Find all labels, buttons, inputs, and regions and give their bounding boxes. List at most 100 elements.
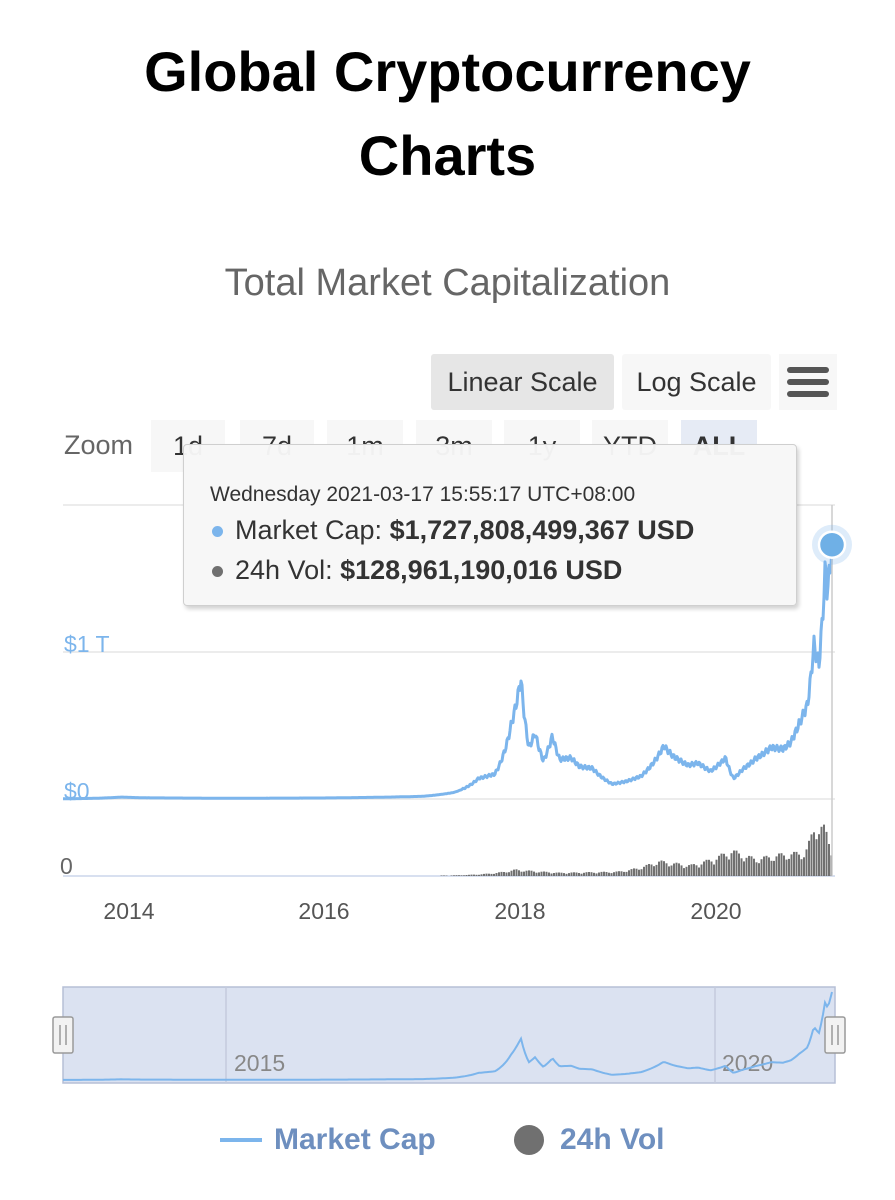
- log-scale-button[interactable]: Log Scale: [622, 354, 771, 410]
- volume-bar: [518, 870, 520, 876]
- legend: Market Cap 24h Vol: [0, 1118, 895, 1162]
- volume-bar: [738, 853, 740, 876]
- volume-bar: [593, 872, 595, 876]
- volume-bar: [705, 859, 708, 876]
- volume-bar: [825, 831, 828, 876]
- volume-bar: [490, 873, 493, 876]
- volume-bar: [440, 875, 443, 876]
- page-title-line-2: Charts: [358, 124, 537, 187]
- tooltip-market-cap-label: Market Cap:: [235, 515, 383, 545]
- volume-bar: [800, 859, 803, 876]
- volume-bar: [758, 863, 760, 876]
- tooltip-volume-row: 24h Vol: $128,961,190,016 USD: [212, 555, 622, 586]
- volume-bar: [750, 856, 753, 876]
- volume-bar: [570, 872, 573, 876]
- volume-bar: [765, 855, 768, 876]
- navigator-right-handle[interactable]: [824, 1016, 846, 1054]
- volume-bar: [598, 872, 600, 876]
- volume-bar: [773, 860, 775, 876]
- hover-point[interactable]: [817, 530, 847, 559]
- volume-dot-icon: [212, 566, 223, 578]
- navigator-tick-label: 2015: [234, 1050, 285, 1076]
- volume-bar: [560, 872, 563, 876]
- volume-bar: [713, 864, 715, 876]
- volume-bar: [630, 869, 633, 876]
- volume-bar: [520, 871, 523, 876]
- volume-bar: [665, 863, 668, 876]
- volume-bar: [660, 860, 663, 876]
- volume-bar: [468, 874, 470, 876]
- volume-bar: [628, 870, 630, 876]
- volume-bar: [620, 871, 623, 876]
- volume-bar: [588, 872, 590, 876]
- volume-bar: [650, 864, 653, 876]
- volume-bar: [478, 874, 480, 876]
- volume-bar: [735, 850, 738, 876]
- navigator-left-handle[interactable]: [52, 1016, 74, 1054]
- legend-item-market-cap[interactable]: Market Cap: [220, 1118, 436, 1162]
- x-tick-label: 2014: [103, 898, 154, 924]
- tooltip-volume-label: 24h Vol:: [235, 555, 333, 585]
- volume-bar: [760, 859, 763, 876]
- volume-bar: [683, 868, 685, 876]
- volume-bar: [743, 861, 745, 876]
- page-title: Global Cryptocurrency Charts: [0, 30, 895, 198]
- volume-bar: [828, 844, 830, 876]
- volume-bar: [740, 858, 743, 876]
- volume-bar: [805, 849, 808, 876]
- volume-bar: [505, 872, 508, 876]
- volume-bar: [485, 873, 488, 876]
- volume-y-tick-label: 0: [60, 853, 73, 879]
- volume-bar: [788, 858, 790, 876]
- volume-bar: [763, 856, 765, 876]
- volume-bar: [678, 863, 680, 876]
- volume-bar: [643, 866, 645, 876]
- volume-bar: [618, 871, 620, 876]
- linear-scale-button[interactable]: Linear Scale: [431, 354, 614, 410]
- volume-bar: [525, 870, 528, 876]
- volume-bar: [673, 863, 675, 876]
- volume-bar: [638, 869, 640, 876]
- volume-bar: [733, 850, 735, 876]
- volume-bar: [818, 834, 820, 876]
- volume-bar: [778, 853, 780, 876]
- volume-bar: [655, 864, 658, 876]
- volume-bar: [460, 875, 463, 876]
- volume-bar: [548, 872, 550, 876]
- volume-bar: [535, 872, 538, 876]
- zoom-label: Zoom: [64, 430, 134, 460]
- volume-bar: [550, 873, 553, 876]
- volume-bar: [513, 869, 515, 876]
- legend-item-volume[interactable]: 24h Vol: [514, 1118, 664, 1162]
- navigator[interactable]: 2015 2020: [0, 975, 895, 1095]
- volume-bar: [565, 873, 568, 876]
- market-cap-dot-icon: [212, 526, 223, 538]
- market-cap-line: [62, 533, 834, 801]
- tooltip-volume-value: $128,961,190,016 USD: [340, 555, 623, 585]
- tooltip-market-cap-row: Market Cap: $1,727,808,499,367 USD: [212, 515, 694, 546]
- volume-bar: [813, 832, 815, 876]
- volume-bar: [755, 862, 758, 876]
- volume-bar: [465, 875, 468, 876]
- volume-bar: [723, 853, 725, 876]
- volume-bar: [470, 874, 473, 876]
- volume-bar: [603, 871, 605, 876]
- volume-bar: [633, 868, 635, 876]
- volume-bar: [675, 862, 678, 876]
- volume-bar: [595, 873, 598, 876]
- volume-bar: [645, 864, 648, 876]
- volume-bar: [770, 860, 773, 876]
- tooltip-date: Wednesday 2021-03-17 15:55:17 UTC+08:00: [210, 483, 636, 506]
- volume-bar: [710, 861, 713, 876]
- volume-bar: [625, 871, 628, 876]
- volume-bar: [768, 857, 770, 876]
- navigator-selection[interactable]: [62, 986, 836, 1084]
- volume-bar: [668, 866, 670, 876]
- volume-bar: [473, 874, 475, 876]
- hamburger-menu-icon[interactable]: [779, 354, 837, 410]
- volume-bar: [810, 834, 813, 876]
- volume-bar: [575, 872, 578, 876]
- market-cap-line-icon: [220, 1138, 262, 1142]
- volume-bar: [803, 857, 805, 876]
- volume-bar: [503, 872, 505, 876]
